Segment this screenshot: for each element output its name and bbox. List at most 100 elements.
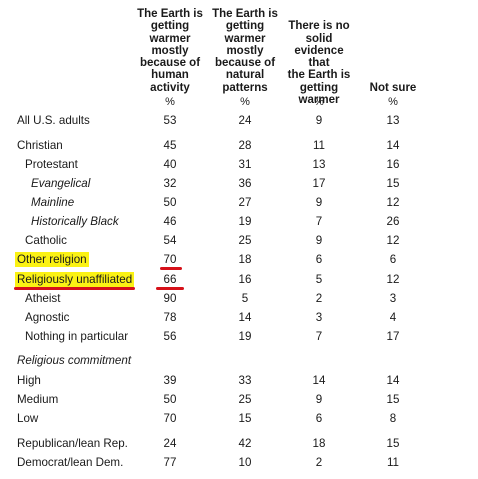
header-line: The Earth is	[212, 8, 278, 20]
cell-natural-patterns: 31	[238, 158, 252, 171]
cell-not-sure: 12	[386, 234, 400, 247]
row-label: Republican/lean Rep.	[17, 437, 128, 450]
percent-symbol: %	[388, 96, 398, 108]
cell-not-sure: 16	[386, 158, 400, 171]
cell-human-activity: 56	[163, 330, 177, 343]
cell-natural-patterns: 15	[238, 412, 252, 425]
table-row-nothing-in-particular: Nothing in particular 56 19 7 17	[0, 329, 478, 345]
cell-human-activity: 45	[163, 139, 177, 152]
header-line: activity	[150, 81, 190, 94]
cell-human-activity: 24	[163, 437, 177, 450]
header-line: warmer	[298, 94, 340, 107]
cell-no-evidence: 9	[315, 393, 323, 406]
cell-natural-patterns: 25	[238, 393, 252, 406]
section-heading: Religious commitment	[17, 354, 132, 367]
row-label: Nothing in particular	[25, 330, 129, 343]
percent-symbol: %	[165, 96, 175, 108]
row-label: Christian	[17, 139, 63, 152]
header-line: getting	[225, 20, 265, 33]
table-row-all-adults: All U.S. adults 53 24 9 13	[0, 113, 478, 129]
row-label: Democrat/lean Dem.	[17, 456, 124, 469]
cell-human-activity: 39	[163, 374, 177, 387]
table-row-catholic: Catholic 54 25 9 12	[0, 233, 478, 249]
cell-human-activity: 70	[163, 253, 177, 266]
row-label: All U.S. adults	[17, 114, 90, 127]
cell-natural-patterns: 42	[238, 437, 252, 450]
header-line: patterns	[222, 81, 268, 94]
column-header-not-sure: Not sure	[357, 82, 429, 94]
cell-not-sure: 15	[386, 177, 400, 190]
column-header-no-evidence: There is no solid evidence that the Eart…	[283, 20, 355, 106]
cell-human-activity: 77	[163, 456, 177, 469]
cell-no-evidence: 17	[312, 177, 326, 190]
header-line: evidence that	[294, 44, 344, 70]
cell-human-activity: 78	[163, 311, 177, 324]
header-line: natural	[225, 69, 265, 82]
cell-human-activity: 90	[163, 292, 177, 305]
cell-natural-patterns: 14	[238, 311, 252, 324]
table-row-religiously-unaffiliated: Religiously unaffiliated 66 16 5 12	[0, 272, 478, 288]
cell-not-sure: 12	[386, 273, 400, 286]
table-row-republican: Republican/lean Rep. 24 42 18 15	[0, 436, 478, 452]
header-line: the Earth is	[287, 69, 351, 82]
cell-natural-patterns: 19	[238, 215, 252, 228]
row-label: Agnostic	[25, 311, 70, 324]
cell-no-evidence: 18	[312, 437, 326, 450]
header-line: Not sure	[369, 81, 417, 94]
header-line: getting	[150, 20, 190, 33]
cell-no-evidence: 7	[315, 215, 323, 228]
row-label: Medium	[17, 393, 59, 406]
cell-natural-patterns: 19	[238, 330, 252, 343]
header-line: human	[151, 69, 189, 82]
table-row-medium: Medium 50 25 9 15	[0, 392, 478, 408]
header-line: The Earth is	[137, 8, 203, 20]
cell-no-evidence: 5	[315, 273, 323, 286]
cell-human-activity: 50	[163, 393, 177, 406]
cell-not-sure: 17	[386, 330, 400, 343]
cell-human-activity: 40	[163, 158, 177, 171]
row-label: Evangelical	[31, 177, 91, 190]
cell-human-activity: 53	[163, 114, 177, 127]
table-row-atheist: Atheist 90 5 2 3	[0, 291, 478, 307]
cell-natural-patterns: 5	[241, 292, 249, 305]
cell-human-activity: 54	[163, 234, 177, 247]
cell-not-sure: 12	[386, 196, 400, 209]
highlight-marker: Religiously unaffiliated	[15, 272, 135, 287]
cell-not-sure: 15	[386, 393, 400, 406]
cell-human-activity: 32	[163, 177, 177, 190]
highlight-marker: Other religion	[15, 252, 89, 267]
row-label: Catholic	[25, 234, 67, 247]
table-row-other-religion: Other religion 70 18 6 6	[0, 252, 478, 268]
cell-human-activity: 66	[163, 273, 177, 286]
table-row-protestant: Protestant 40 31 13 16	[0, 157, 478, 173]
header-line: solid	[305, 32, 333, 45]
table-row-evangelical: Evangelical 32 36 17 15	[0, 176, 478, 192]
header-line: because of	[139, 57, 201, 70]
cell-no-evidence: 3	[315, 311, 323, 324]
header-line: There is no	[288, 20, 350, 33]
cell-no-evidence: 9	[315, 196, 323, 209]
table-row-agnostic: Agnostic 78 14 3 4	[0, 310, 478, 326]
cell-not-sure: 6	[389, 253, 397, 266]
red-underline	[14, 287, 135, 290]
column-header-natural-patterns: The Earth is getting warmer mostly becau…	[209, 8, 281, 94]
cell-human-activity: 46	[163, 215, 177, 228]
cell-natural-patterns: 18	[238, 253, 252, 266]
row-label: Mainline	[31, 196, 75, 209]
row-label: Protestant	[25, 158, 78, 171]
cell-not-sure: 26	[386, 215, 400, 228]
cell-no-evidence: 14	[312, 374, 326, 387]
cell-no-evidence: 2	[315, 292, 323, 305]
cell-natural-patterns: 10	[238, 456, 252, 469]
cell-natural-patterns: 24	[238, 114, 252, 127]
cell-not-sure: 13	[386, 114, 400, 127]
red-underline	[160, 267, 182, 270]
cell-no-evidence: 6	[315, 412, 323, 425]
cell-human-activity: 50	[163, 196, 177, 209]
column-header-human-activity: The Earth is getting warmer mostly becau…	[134, 8, 206, 94]
cell-no-evidence: 2	[315, 456, 323, 469]
cell-not-sure: 15	[386, 437, 400, 450]
cell-no-evidence: 9	[315, 114, 323, 127]
cell-not-sure: 8	[389, 412, 397, 425]
header-line: mostly	[151, 44, 189, 57]
